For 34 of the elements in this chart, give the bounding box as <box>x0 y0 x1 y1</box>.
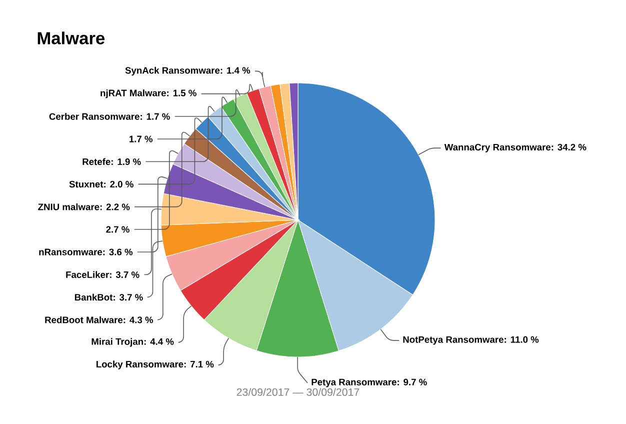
text: 23/09/2017 — 30/09/2017 <box>236 388 360 396</box>
data-label: : 3.6 % <box>103 248 133 256</box>
data-label: : 3.7 % <box>114 294 143 301</box>
data-label: : 1.4 % <box>220 67 250 74</box>
data-label: : 1.7 % <box>140 113 170 120</box>
slice-label: Mirai Trojan <box>92 338 143 347</box>
data-label: 2.7 % <box>106 226 130 233</box>
data-label: : 1.5 % <box>167 90 196 96</box>
data-label: : 3.7 % <box>110 271 140 278</box>
slice-label: ZNIU malware <box>38 203 100 210</box>
data-label: : 2.2 % <box>100 204 130 210</box>
slice-label: FaceLiker <box>66 271 109 278</box>
data-label: : 34.2 % <box>552 144 586 150</box>
chart-title: Malware <box>38 32 105 44</box>
data-label: : 4.3 % <box>124 316 154 324</box>
data-label: : 9.7 % <box>398 378 427 386</box>
slice-label: RedBoot Malware <box>45 316 123 324</box>
slice-label: WannaCry Ransomware <box>444 144 551 152</box>
data-label: : 4.4 % <box>144 338 174 345</box>
slice-label: NotPetya Ransomware <box>403 336 504 345</box>
slice-label: njRAT Malware <box>100 89 166 98</box>
data-label: : 7.1 % <box>184 360 214 368</box>
slice-label: nRansomware <box>39 248 102 256</box>
slice-label: SynAck Ransomware <box>125 66 220 76</box>
data-label: : 2.0 % <box>104 180 134 188</box>
slice-label: Locky Ransomware <box>96 360 184 370</box>
slice-label: BankBot <box>74 294 113 301</box>
slice-label: Retefe <box>82 158 110 166</box>
data-label: : 11.0 % <box>504 336 539 343</box>
data-label: 1.7 % <box>130 136 153 142</box>
slice-label: Cerber Ransomware <box>49 112 140 120</box>
slice-label: Petya Ransomware <box>312 378 396 388</box>
data-label: : 1.9 % <box>112 158 141 166</box>
slice-label: Stuxnet <box>69 180 104 188</box>
